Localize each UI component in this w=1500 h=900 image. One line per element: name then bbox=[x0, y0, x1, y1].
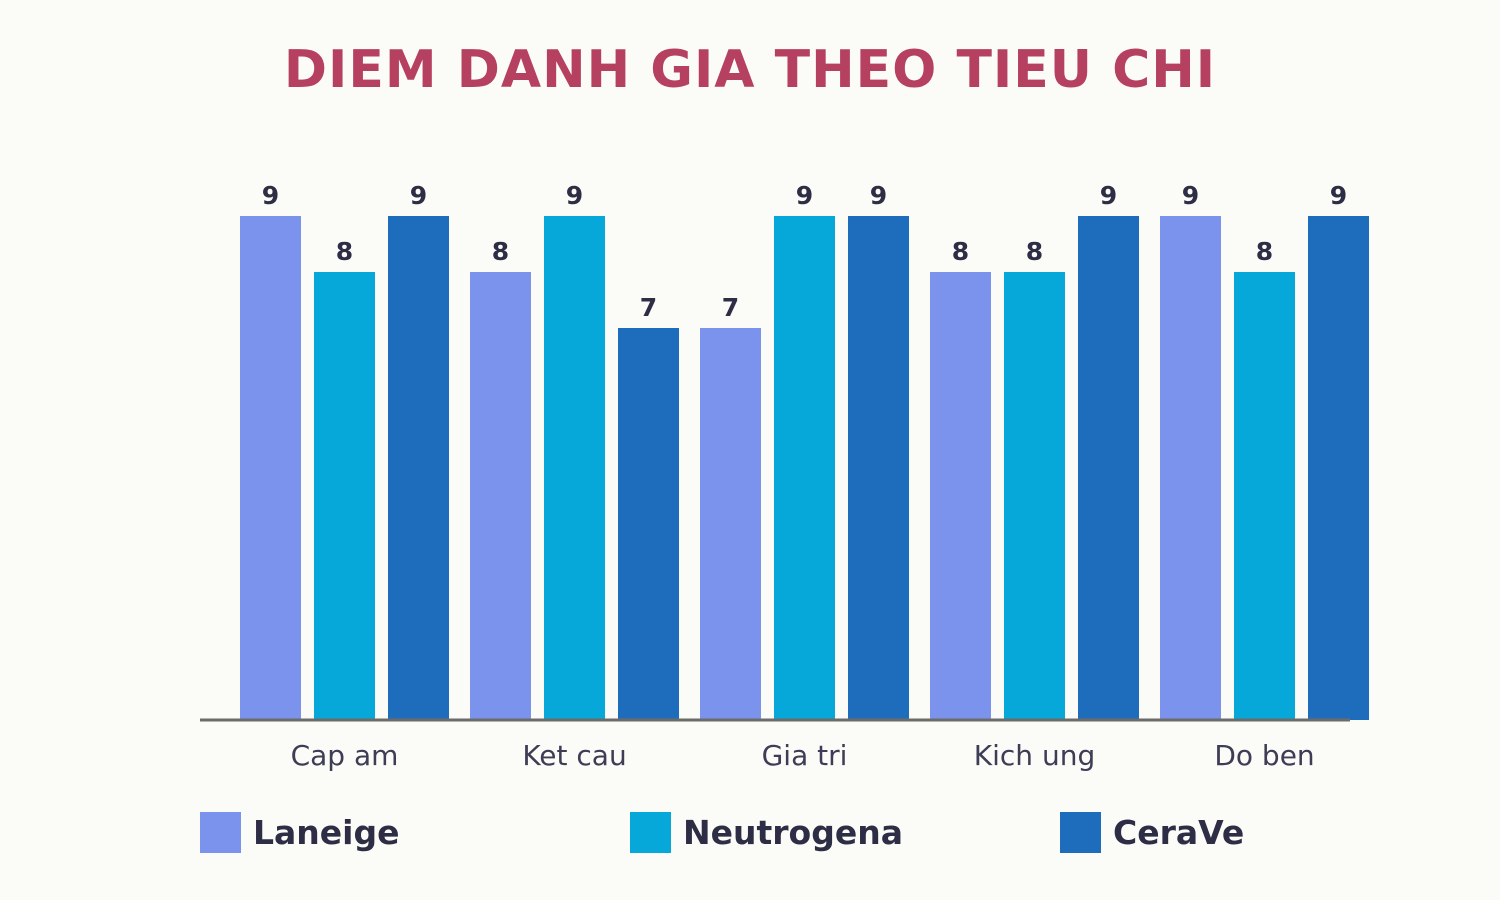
legend-item-neutrogena: Neutrogena bbox=[630, 805, 903, 859]
x-tick-label-cap-am: Cap am bbox=[291, 739, 399, 772]
data-label-neutrogena-cap-am: 8 bbox=[336, 237, 353, 266]
legend-item-cerave: CeraVe bbox=[1060, 805, 1244, 859]
legend-label-neutrogena: Neutrogena bbox=[683, 812, 903, 852]
data-label-laneige-cap-am: 9 bbox=[262, 181, 279, 210]
data-label-neutrogena-do-ben: 8 bbox=[1256, 237, 1273, 266]
bar-neutrogena-ket-cau bbox=[544, 216, 605, 720]
x-tick-label-kich-ung: Kich ung bbox=[974, 739, 1095, 772]
data-label-neutrogena-ket-cau: 9 bbox=[566, 181, 583, 210]
data-label-laneige-kich-ung: 8 bbox=[952, 237, 969, 266]
x-tick-label-gia-tri: Gia tri bbox=[762, 739, 848, 772]
bar-laneige-gia-tri bbox=[700, 328, 761, 720]
bar-laneige-cap-am bbox=[240, 216, 301, 720]
bar-laneige-kich-ung bbox=[930, 272, 991, 720]
data-label-cerave-gia-tri: 9 bbox=[870, 181, 887, 210]
legend-swatch-neutrogena bbox=[630, 811, 671, 853]
x-tick-label-do-ben: Do ben bbox=[1214, 739, 1314, 772]
bar-cerave-cap-am bbox=[388, 216, 449, 720]
bar-cerave-kich-ung bbox=[1078, 216, 1139, 720]
data-label-laneige-gia-tri: 7 bbox=[722, 293, 739, 322]
bar-neutrogena-kich-ung bbox=[1004, 272, 1065, 720]
bar-cerave-do-ben bbox=[1308, 216, 1369, 720]
legend-item-laneige: Laneige bbox=[200, 805, 400, 859]
bar-cerave-ket-cau bbox=[618, 328, 679, 720]
data-label-laneige-ket-cau: 8 bbox=[492, 237, 509, 266]
data-label-cerave-kich-ung: 9 bbox=[1100, 181, 1117, 210]
data-label-neutrogena-gia-tri: 9 bbox=[796, 181, 813, 210]
bar-laneige-ket-cau bbox=[470, 272, 531, 720]
data-label-cerave-do-ben: 9 bbox=[1330, 181, 1347, 210]
bar-laneige-do-ben bbox=[1160, 216, 1221, 720]
legend-label-cerave: CeraVe bbox=[1113, 812, 1245, 852]
chart-title: DIEM DANH GIA THEO TIEU CHI bbox=[283, 40, 1217, 100]
data-label-laneige-do-ben: 9 bbox=[1182, 181, 1199, 210]
x-tick-label-ket-cau: Ket cau bbox=[522, 739, 626, 772]
data-label-neutrogena-kich-ung: 8 bbox=[1026, 237, 1043, 266]
chart-legend: Laneige Neutrogena CeraVe bbox=[0, 805, 1500, 865]
bar-cerave-gia-tri bbox=[848, 216, 909, 720]
bar-neutrogena-do-ben bbox=[1234, 272, 1295, 720]
bar-neutrogena-cap-am bbox=[314, 272, 375, 720]
bar-neutrogena-gia-tri bbox=[774, 216, 835, 720]
data-label-cerave-ket-cau: 7 bbox=[640, 293, 657, 322]
legend-swatch-laneige bbox=[200, 811, 241, 853]
legend-label-laneige: Laneige bbox=[253, 812, 400, 852]
data-label-cerave-cap-am: 9 bbox=[410, 181, 427, 210]
legend-swatch-cerave bbox=[1060, 811, 1101, 853]
